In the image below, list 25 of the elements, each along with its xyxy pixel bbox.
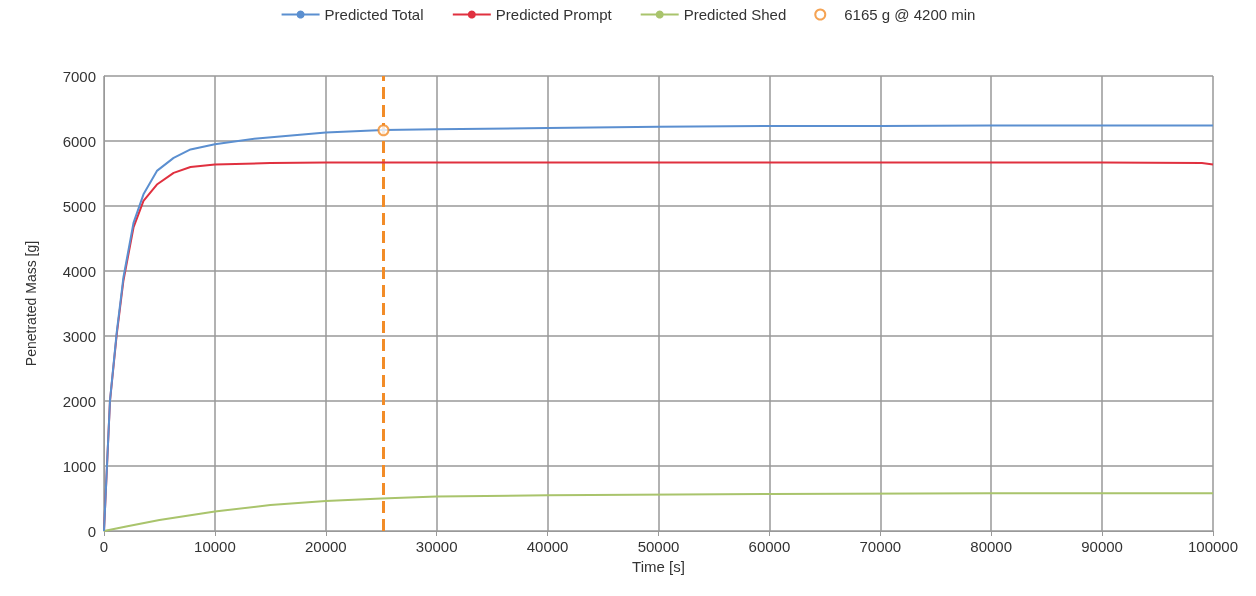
y-tick-label: 1000 bbox=[62, 457, 96, 475]
x-tick-label: 20000 bbox=[304, 538, 347, 555]
x-tick-label: 90000 bbox=[1081, 538, 1123, 555]
x-tick-label: 100000 bbox=[1187, 538, 1239, 555]
y-tick-label: 5000 bbox=[62, 197, 96, 215]
legend-label: Predicted Shed bbox=[683, 6, 787, 23]
x-tick-label: 10000 bbox=[194, 538, 236, 555]
y-tick-label: 4000 bbox=[62, 262, 96, 280]
y-tick-label: 2000 bbox=[62, 392, 96, 410]
legend-label: Predicted Total bbox=[324, 6, 424, 23]
legend-label: Predicted Prompt bbox=[495, 6, 613, 23]
x-tick-label: 30000 bbox=[415, 538, 458, 555]
x-tick-label: 70000 bbox=[859, 538, 902, 555]
x-axis-title: Time [s] bbox=[632, 557, 685, 575]
y-axis-title: Penetrated Mass [g] bbox=[23, 240, 39, 367]
y-tick-label: 7000 bbox=[62, 67, 96, 85]
x-tick-label: 0 bbox=[99, 538, 109, 555]
x-tick-label: 50000 bbox=[637, 538, 680, 555]
x-tick-label: 60000 bbox=[748, 538, 791, 555]
x-tick-label: 40000 bbox=[526, 538, 569, 555]
legend-label: 6165 g @ 4200 min bbox=[844, 6, 976, 23]
y-tick-label: 0 bbox=[87, 522, 96, 540]
y-tick-label: 3000 bbox=[62, 327, 96, 345]
y-tick-label: 6000 bbox=[62, 132, 96, 150]
x-tick-label: 80000 bbox=[970, 538, 1013, 555]
